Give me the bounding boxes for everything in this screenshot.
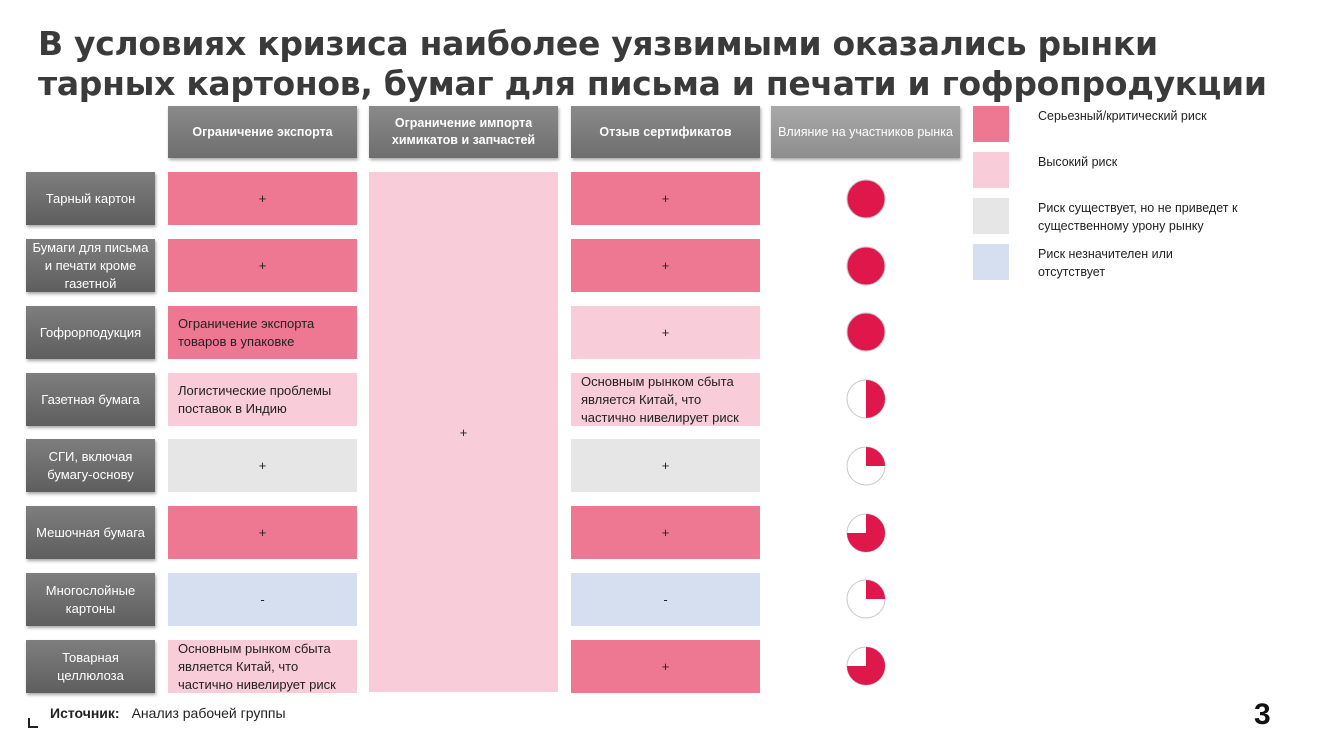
title-line-1: В условиях кризиса наиболее уязвимыми ок… [38, 24, 1158, 63]
export-cell: + [168, 506, 357, 559]
legend-text-moderate: Риск существует, но не приведет к сущест… [1038, 201, 1238, 233]
row-header: СГИ, включая бумагу-основу [26, 439, 155, 492]
source-label: Источник: [50, 705, 120, 721]
impact-ball-fill [846, 312, 886, 352]
certificates-cell: + [571, 239, 760, 292]
import-restriction-value: + [459, 424, 468, 440]
row-header: Мешочная бумага [26, 506, 155, 559]
impact-ball-fill [866, 447, 885, 466]
page-number: 3 [1254, 698, 1271, 731]
legend-swatch-critical [973, 106, 1009, 142]
impact-indicator [846, 579, 886, 619]
certificates-cell: + [571, 172, 760, 225]
impact-ball-fill [866, 580, 885, 599]
impact-indicator [846, 379, 886, 419]
impact-indicator [846, 312, 886, 352]
legend-text-high: Высокий риск [1038, 155, 1118, 169]
page-title: В условиях кризиса наиболее уязвимыми ок… [38, 24, 1267, 104]
export-cell: + [168, 439, 357, 492]
impact-ball-fill [866, 380, 885, 418]
certificates-cell: Основным рынком сбыта является Китай, чт… [571, 373, 760, 426]
row-header: Газетная бумага [26, 373, 155, 426]
impact-indicator [846, 446, 886, 486]
row-header: Тарный картон [26, 172, 155, 225]
legend-text-low: Риск незначителен или отсутствует [1038, 247, 1173, 279]
export-cell: Логистические проблемы поставок в Индию [168, 373, 357, 426]
export-cell: + [168, 172, 357, 225]
legend-swatch-moderate [973, 198, 1009, 234]
column-header-export: Ограничение экспорта [168, 106, 357, 158]
impact-ball-fill [846, 179, 886, 219]
column-header-import: Ограничение импорта химикатов и запчасте… [369, 106, 558, 158]
export-cell: + [168, 239, 357, 292]
impact-indicator [846, 179, 886, 219]
source-note: Источник: Анализ рабочей группы [50, 705, 286, 721]
row-header: Товарная целлюлоза [26, 640, 155, 693]
legend-text-critical: Серьезный/критический риск [1038, 109, 1207, 123]
legend-swatch-high [973, 152, 1009, 188]
impact-ball-fill [847, 514, 885, 552]
certificates-cell: - [571, 573, 760, 626]
export-cell: Ограничение экспорта товаров в упаковке [168, 306, 357, 359]
column-header-certificates: Отзыв сертификатов [571, 106, 760, 158]
impact-ball-fill [846, 246, 886, 286]
certificates-cell: + [571, 506, 760, 559]
certificates-cell: + [571, 439, 760, 492]
certificates-cell: + [571, 306, 760, 359]
column-header-impact: Влияние на участников рынка [771, 106, 960, 158]
source-text: Анализ рабочей группы [131, 705, 286, 721]
export-cell: Основным рынком сбыта является Китай, чт… [168, 640, 357, 693]
row-header: Многослойные картоны [26, 573, 155, 626]
import-restriction-cell: + [369, 172, 558, 692]
certificates-cell: + [571, 640, 760, 693]
row-header: Гофрорподукция [26, 306, 155, 359]
legend-swatch-low [973, 244, 1009, 280]
row-header: Бумаги для письма и печати кроме газетно… [26, 239, 155, 292]
impact-ball-fill [847, 647, 885, 685]
impact-indicator [846, 513, 886, 553]
impact-indicator [846, 646, 886, 686]
impact-indicator [846, 246, 886, 286]
title-line-2: тарных картонов, бумаг для письма и печа… [38, 64, 1267, 103]
export-cell: - [168, 573, 357, 626]
corner-mark [28, 718, 38, 728]
